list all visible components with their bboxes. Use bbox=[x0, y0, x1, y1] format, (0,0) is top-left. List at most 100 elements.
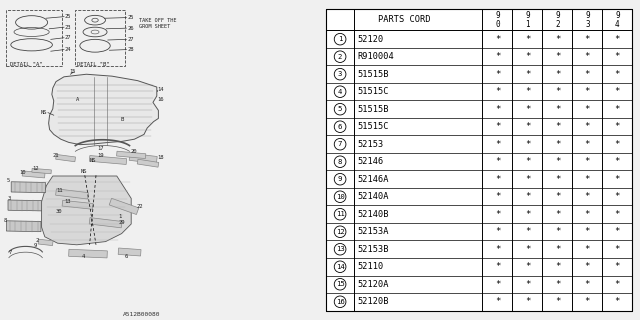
Text: *: * bbox=[585, 140, 590, 149]
Text: 3: 3 bbox=[338, 71, 342, 77]
Text: *: * bbox=[614, 280, 620, 289]
Text: *: * bbox=[614, 157, 620, 166]
Text: 3: 3 bbox=[8, 196, 12, 201]
Text: *: * bbox=[585, 280, 590, 289]
Text: 9: 9 bbox=[338, 176, 342, 182]
Polygon shape bbox=[56, 155, 76, 162]
Polygon shape bbox=[22, 171, 45, 178]
Text: 11: 11 bbox=[56, 188, 63, 193]
Polygon shape bbox=[42, 176, 131, 245]
Text: *: * bbox=[495, 70, 500, 79]
Text: 52110: 52110 bbox=[358, 262, 384, 271]
Polygon shape bbox=[38, 239, 53, 245]
Text: *: * bbox=[555, 122, 560, 131]
Text: *: * bbox=[614, 210, 620, 219]
Text: *: * bbox=[495, 227, 500, 236]
Text: 1: 1 bbox=[338, 36, 342, 42]
Text: 51515C: 51515C bbox=[358, 122, 389, 131]
Text: 52140B: 52140B bbox=[358, 210, 389, 219]
Text: 16: 16 bbox=[336, 299, 344, 305]
Text: 13: 13 bbox=[336, 246, 344, 252]
Text: *: * bbox=[525, 87, 530, 96]
Text: *: * bbox=[555, 157, 560, 166]
Text: *: * bbox=[525, 35, 530, 44]
Polygon shape bbox=[109, 198, 139, 214]
Bar bbox=[6, 10, 63, 66]
Text: *: * bbox=[555, 297, 560, 306]
Bar bbox=[76, 10, 125, 66]
Text: NS: NS bbox=[41, 110, 47, 115]
Text: *: * bbox=[495, 35, 500, 44]
Text: 5: 5 bbox=[6, 178, 10, 183]
Text: *: * bbox=[614, 297, 620, 306]
Text: DETAIL "A": DETAIL "A" bbox=[10, 61, 42, 67]
Text: *: * bbox=[525, 280, 530, 289]
Text: *: * bbox=[585, 122, 590, 131]
Text: *: * bbox=[525, 105, 530, 114]
Text: 51515C: 51515C bbox=[358, 87, 389, 96]
Text: 52146A: 52146A bbox=[358, 175, 389, 184]
Polygon shape bbox=[49, 74, 159, 145]
Text: 15: 15 bbox=[336, 281, 344, 287]
Text: 9
3: 9 3 bbox=[585, 11, 589, 29]
Polygon shape bbox=[62, 200, 93, 209]
Text: PARTS CORD: PARTS CORD bbox=[378, 15, 431, 24]
Polygon shape bbox=[56, 189, 88, 199]
Text: 52153B: 52153B bbox=[358, 245, 389, 254]
Text: *: * bbox=[555, 70, 560, 79]
Text: 9
1: 9 1 bbox=[525, 11, 530, 29]
Text: *: * bbox=[495, 192, 500, 201]
Text: *: * bbox=[495, 122, 500, 131]
Polygon shape bbox=[32, 168, 51, 174]
Polygon shape bbox=[90, 156, 127, 164]
Text: 51515B: 51515B bbox=[358, 70, 389, 79]
Text: *: * bbox=[585, 105, 590, 114]
Text: 52153A: 52153A bbox=[358, 227, 389, 236]
Text: 8: 8 bbox=[338, 159, 342, 165]
Text: 16: 16 bbox=[157, 97, 163, 102]
Text: 13: 13 bbox=[64, 199, 70, 204]
Text: *: * bbox=[614, 122, 620, 131]
Text: *: * bbox=[555, 140, 560, 149]
Polygon shape bbox=[6, 221, 41, 232]
Text: *: * bbox=[525, 210, 530, 219]
Text: A512B00080: A512B00080 bbox=[122, 312, 160, 317]
Text: *: * bbox=[495, 175, 500, 184]
Text: *: * bbox=[585, 87, 590, 96]
Text: *: * bbox=[614, 192, 620, 201]
Text: 52153: 52153 bbox=[358, 140, 384, 149]
Text: *: * bbox=[555, 210, 560, 219]
Text: *: * bbox=[585, 262, 590, 271]
Text: 52146: 52146 bbox=[358, 157, 384, 166]
Text: 25: 25 bbox=[127, 15, 134, 20]
Text: *: * bbox=[525, 297, 530, 306]
Text: 24: 24 bbox=[65, 47, 71, 52]
Text: *: * bbox=[555, 105, 560, 114]
Text: *: * bbox=[614, 87, 620, 96]
Text: DETAIL "B": DETAIL "B" bbox=[77, 61, 109, 67]
Text: *: * bbox=[585, 245, 590, 254]
Text: 7: 7 bbox=[338, 141, 342, 147]
Text: *: * bbox=[525, 122, 530, 131]
Polygon shape bbox=[116, 151, 146, 158]
Text: 12: 12 bbox=[32, 166, 38, 171]
Text: *: * bbox=[525, 157, 530, 166]
Text: 19: 19 bbox=[97, 153, 104, 158]
Text: *: * bbox=[585, 227, 590, 236]
Text: *: * bbox=[555, 227, 560, 236]
Text: A: A bbox=[76, 97, 79, 102]
Text: 10: 10 bbox=[336, 194, 344, 200]
Text: *: * bbox=[614, 35, 620, 44]
Text: 6: 6 bbox=[124, 253, 127, 259]
Text: *: * bbox=[585, 157, 590, 166]
Text: *: * bbox=[495, 52, 500, 61]
Text: *: * bbox=[555, 245, 560, 254]
Text: *: * bbox=[555, 280, 560, 289]
Text: 52120: 52120 bbox=[358, 35, 384, 44]
Text: *: * bbox=[495, 297, 500, 306]
Text: *: * bbox=[555, 52, 560, 61]
Text: 18: 18 bbox=[157, 155, 164, 160]
Text: 6: 6 bbox=[338, 124, 342, 130]
Text: 4: 4 bbox=[82, 253, 85, 259]
Text: NS: NS bbox=[90, 158, 96, 163]
